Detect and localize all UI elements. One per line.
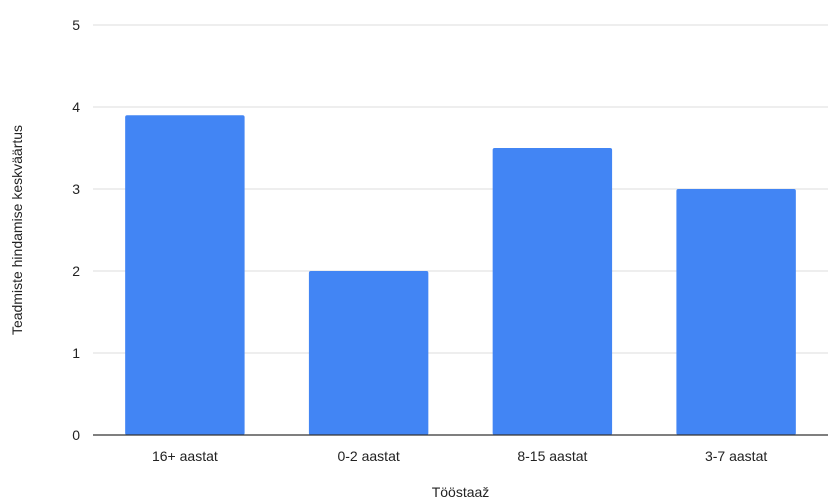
y-tick-label: 3 <box>72 181 80 197</box>
y-tick-label: 4 <box>72 99 80 115</box>
x-axis-ticks: 16+ aastat 0-2 aastat 8-15 aastat 3-7 aasta… <box>152 448 767 464</box>
y-tick-label: 2 <box>72 263 80 279</box>
x-tick-label: 0-2 aastat <box>337 448 399 464</box>
x-tick-label: 8-15 aastat <box>517 448 587 464</box>
bar <box>309 271 428 435</box>
y-axis-title: Teadmiste hindamise keskväärtus <box>9 125 25 335</box>
bars <box>125 115 796 435</box>
bar <box>125 115 244 435</box>
x-tick-label: 3-7 aastat <box>705 448 767 464</box>
x-axis-title: Tööstaaž <box>432 484 490 500</box>
y-tick-label: 5 <box>72 17 80 33</box>
y-axis-ticks: 0 1 2 3 4 5 <box>72 17 80 443</box>
y-tick-label: 0 <box>72 427 80 443</box>
bar <box>493 148 612 435</box>
bar <box>676 189 795 435</box>
x-tick-label: 16+ aastat <box>152 448 218 464</box>
y-tick-label: 1 <box>72 345 80 361</box>
